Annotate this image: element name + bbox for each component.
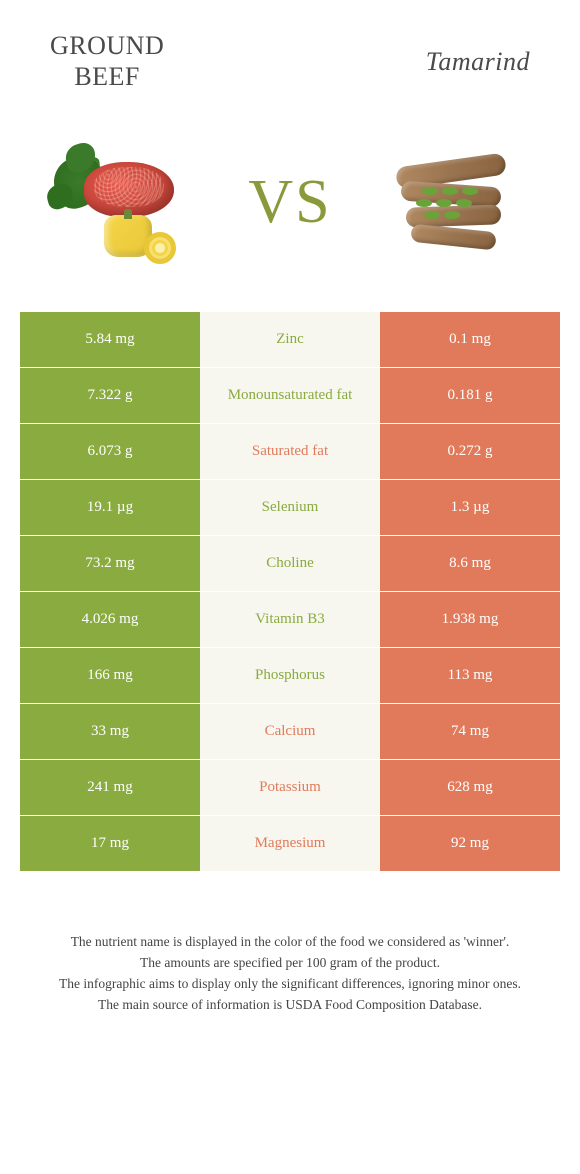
left-value: 33 mg	[20, 704, 200, 760]
table-row: 73.2 mgCholine8.6 mg	[20, 536, 560, 592]
footnote-line: The amounts are specified per 100 gram o…	[40, 953, 540, 974]
table-row: 5.84 mgZinc0.1 mg	[20, 312, 560, 368]
table-row: 19.1 µgSelenium1.3 µg	[20, 480, 560, 536]
table-row: 6.073 gSaturated fat0.272 g	[20, 424, 560, 480]
table-row: 33 mgCalcium74 mg	[20, 704, 560, 760]
footnotes: The nutrient name is displayed in the co…	[0, 872, 580, 1016]
left-value: 166 mg	[20, 648, 200, 704]
nutrient-name: Magnesium	[200, 816, 380, 872]
right-value: 113 mg	[380, 648, 560, 704]
footnote-line: The main source of information is USDA F…	[40, 995, 540, 1016]
footnote-line: The nutrient name is displayed in the co…	[40, 932, 540, 953]
header: GROUND BEEF Tamarind	[0, 0, 580, 112]
nutrient-name: Potassium	[200, 760, 380, 816]
right-value: 74 mg	[380, 704, 560, 760]
right-value: 1.938 mg	[380, 592, 560, 648]
nutrient-name: Monounsaturated fat	[200, 368, 380, 424]
right-value: 1.3 µg	[380, 480, 560, 536]
table-row: 7.322 gMonounsaturated fat0.181 g	[20, 368, 560, 424]
right-value: 0.272 g	[380, 424, 560, 480]
left-food-title: GROUND BEEF	[50, 30, 164, 92]
footnote-line: The infographic aims to display only the…	[40, 974, 540, 995]
nutrient-name: Zinc	[200, 312, 380, 368]
left-value: 5.84 mg	[20, 312, 200, 368]
nutrient-name: Phosphorus	[200, 648, 380, 704]
table-row: 241 mgPotassium628 mg	[20, 760, 560, 816]
images-row: VS	[0, 112, 580, 312]
nutrient-name: Selenium	[200, 480, 380, 536]
vs-label: VS	[248, 167, 331, 238]
tamarind-image	[371, 132, 531, 272]
right-value: 92 mg	[380, 816, 560, 872]
table-row: 4.026 mgVitamin B31.938 mg	[20, 592, 560, 648]
right-value: 0.181 g	[380, 368, 560, 424]
left-value: 6.073 g	[20, 424, 200, 480]
ground-beef-image	[49, 132, 209, 272]
right-food-title: Tamarind	[426, 46, 530, 77]
right-value: 628 mg	[380, 760, 560, 816]
nutrient-name: Calcium	[200, 704, 380, 760]
table-row: 17 mgMagnesium92 mg	[20, 816, 560, 872]
comparison-table: 5.84 mgZinc0.1 mg7.322 gMonounsaturated …	[20, 312, 560, 872]
left-value: 7.322 g	[20, 368, 200, 424]
left-value: 19.1 µg	[20, 480, 200, 536]
left-value: 241 mg	[20, 760, 200, 816]
nutrient-name: Saturated fat	[200, 424, 380, 480]
left-value: 73.2 mg	[20, 536, 200, 592]
right-value: 8.6 mg	[380, 536, 560, 592]
left-value: 4.026 mg	[20, 592, 200, 648]
nutrient-name: Choline	[200, 536, 380, 592]
right-value: 0.1 mg	[380, 312, 560, 368]
left-value: 17 mg	[20, 816, 200, 872]
table-row: 166 mgPhosphorus113 mg	[20, 648, 560, 704]
nutrient-name: Vitamin B3	[200, 592, 380, 648]
